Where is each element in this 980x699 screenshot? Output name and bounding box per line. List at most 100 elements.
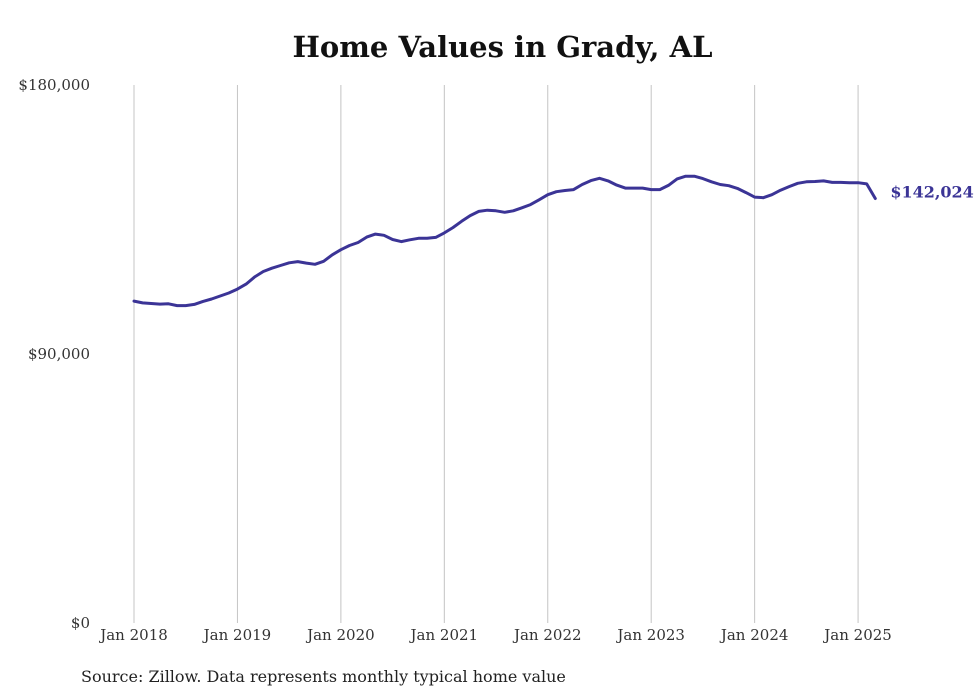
data-point — [624, 187, 626, 189]
data-point — [564, 189, 566, 191]
data-point — [831, 181, 833, 183]
data-point — [417, 237, 419, 239]
data-point — [538, 199, 540, 201]
x-tick-label: Jan 2022 — [512, 626, 582, 644]
data-point — [745, 191, 747, 193]
data-point — [219, 295, 221, 297]
data-point — [529, 203, 531, 205]
data-point — [590, 179, 592, 181]
data-point — [822, 180, 824, 182]
x-tick-label: Jan 2025 — [822, 626, 892, 644]
data-point — [460, 220, 462, 222]
data-point — [805, 181, 807, 183]
data-point — [297, 260, 299, 262]
data-point — [348, 244, 350, 246]
data-point — [728, 185, 730, 187]
data-point — [710, 181, 712, 183]
data-point — [383, 234, 385, 236]
data-point — [426, 237, 428, 239]
data-point — [685, 175, 687, 177]
data-point — [581, 183, 583, 185]
data-point — [357, 241, 359, 243]
data-point — [176, 304, 178, 306]
data-point — [452, 226, 454, 228]
data-point — [210, 298, 212, 300]
data-point — [547, 194, 549, 196]
y-tick-label: $90,000 — [28, 345, 90, 363]
series: $142,024 — [132, 174, 974, 308]
data-point — [736, 187, 738, 189]
data-point — [228, 292, 230, 294]
x-tick-label: Jan 2023 — [615, 626, 685, 644]
data-point — [159, 303, 161, 305]
gridlines — [133, 85, 859, 623]
data-point — [254, 276, 256, 278]
data-point — [866, 183, 868, 185]
data-point — [374, 233, 376, 235]
data-point — [719, 183, 721, 185]
data-point — [521, 207, 523, 209]
x-tick-label: Jan 2018 — [98, 626, 168, 644]
data-point — [193, 303, 195, 305]
end-value-label: $142,024 — [890, 183, 974, 202]
data-point — [771, 194, 773, 196]
data-point — [314, 263, 316, 265]
data-point — [616, 184, 618, 186]
data-point — [753, 196, 755, 198]
data-point — [650, 188, 652, 190]
data-point — [435, 236, 437, 238]
data-point — [840, 181, 842, 183]
y-tick-label: $0 — [71, 614, 90, 632]
x-tick-label: Jan 2020 — [305, 626, 375, 644]
data-point — [641, 187, 643, 189]
data-point — [555, 191, 557, 193]
data-point — [676, 178, 678, 180]
data-point — [607, 180, 609, 182]
y-tick-label: $180,000 — [18, 76, 90, 94]
data-point — [391, 238, 393, 240]
data-point — [443, 232, 445, 234]
data-point — [288, 262, 290, 264]
data-point — [504, 211, 506, 213]
data-point — [305, 262, 307, 264]
data-point — [693, 175, 695, 177]
x-tick-label: Jan 2024 — [719, 626, 789, 644]
data-point — [779, 189, 781, 191]
data-point — [788, 185, 790, 187]
data-point — [331, 254, 333, 256]
data-point — [874, 197, 876, 199]
data-point — [409, 239, 411, 241]
data-point — [633, 187, 635, 189]
data-point — [167, 303, 169, 305]
data-point — [469, 214, 471, 216]
data-point — [797, 182, 799, 184]
data-point — [236, 288, 238, 290]
data-point — [400, 240, 402, 242]
data-point — [478, 210, 480, 212]
data-point — [141, 302, 143, 304]
data-point — [512, 210, 514, 212]
axis-labels: Jan 2018 Jan 2019 Jan 2020 Jan 2021 Jan 2022… — [18, 76, 891, 644]
source-note: Source: Zillow. Data represents monthly … — [81, 667, 566, 686]
data-point — [366, 236, 368, 238]
data-point — [848, 182, 850, 184]
x-tick-label: Jan 2019 — [202, 626, 272, 644]
chart-title: Home Values in Grady, AL — [292, 30, 713, 64]
data-point — [133, 300, 135, 302]
data-point — [598, 177, 600, 179]
data-point — [572, 188, 574, 190]
data-point — [262, 270, 264, 272]
data-point — [271, 267, 273, 269]
series-line — [132, 174, 877, 308]
data-point — [245, 283, 247, 285]
data-point — [202, 300, 204, 302]
data-point — [322, 260, 324, 262]
x-tick-label: Jan 2021 — [409, 626, 479, 644]
data-point — [814, 180, 816, 182]
data-point — [495, 210, 497, 212]
data-point — [659, 188, 661, 190]
data-point — [667, 184, 669, 186]
data-point — [340, 249, 342, 251]
data-point — [279, 264, 281, 266]
